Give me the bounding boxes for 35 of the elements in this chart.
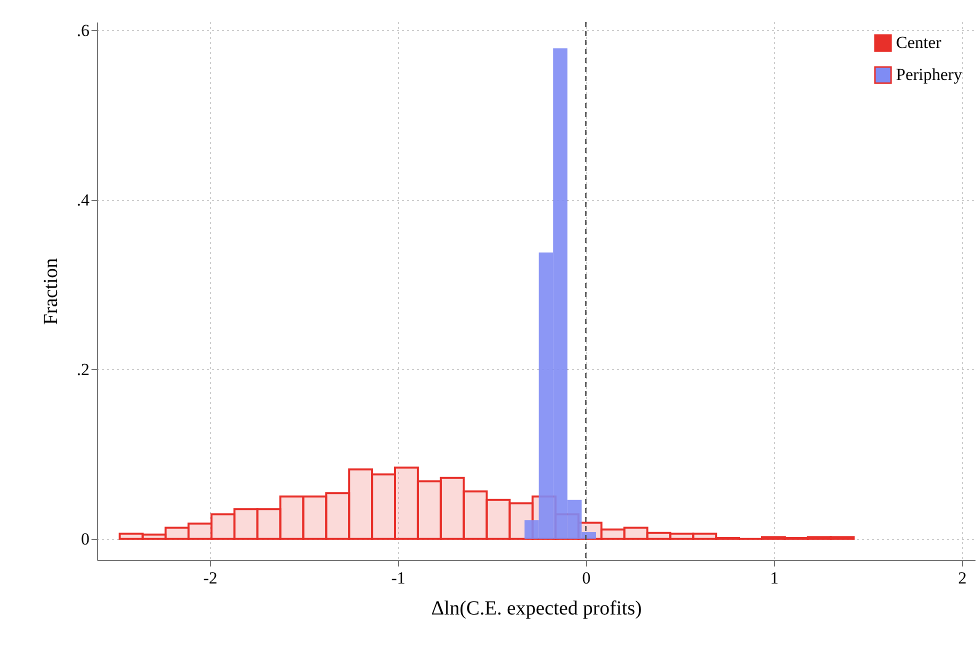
bar (348, 468, 374, 540)
bar (646, 532, 672, 540)
bar (256, 508, 282, 540)
y-tick-label: 0 (81, 529, 90, 548)
x-tick-label: -2 (203, 568, 218, 588)
legend-label: Periphery (896, 65, 963, 84)
bar (142, 534, 167, 540)
bar (325, 492, 350, 540)
y-tick-label: .6 (76, 20, 90, 40)
bar (394, 466, 419, 540)
bar (188, 522, 212, 540)
bar (623, 526, 648, 540)
x-tick-label: 2 (958, 568, 967, 588)
bar (118, 532, 144, 540)
y-tick-label: .4 (76, 190, 90, 210)
x-axis-title: Δln(C.E. expected profits) (431, 598, 642, 620)
x-tick-label: 1 (770, 568, 779, 588)
y-tick-label: .2 (76, 360, 90, 379)
bar (164, 526, 190, 540)
bar (600, 528, 626, 540)
x-tick-label: 0 (582, 568, 591, 588)
bar (371, 473, 396, 540)
bar (302, 495, 328, 540)
y-axis-title: Fraction (40, 258, 62, 325)
x-tick-label: -1 (391, 568, 406, 588)
bar (279, 495, 304, 540)
bar (440, 476, 465, 540)
bar (462, 490, 488, 540)
bar (669, 532, 694, 540)
bar (233, 508, 258, 540)
bar (486, 498, 511, 540)
bar (416, 480, 442, 540)
bar (210, 513, 236, 540)
bar (692, 532, 718, 540)
legend-label: Center (896, 33, 942, 52)
